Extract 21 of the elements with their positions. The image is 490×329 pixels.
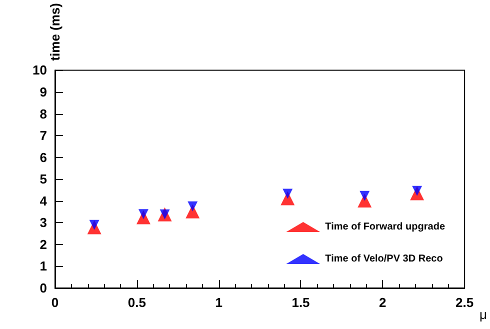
y-tick-label: 7 (40, 128, 47, 144)
y-tick-label: 5 (40, 172, 47, 187)
y-tick-label: 10 (32, 62, 47, 78)
y-tick-label: 1 (40, 258, 47, 274)
x-tick-label: 2.5 (456, 295, 474, 310)
x-tick-label: 0.5 (128, 295, 146, 310)
y-tick-label: 4 (40, 193, 48, 208)
y-tick-label: 2 (40, 236, 47, 252)
y-axis-title: time (ms) (48, 3, 62, 61)
y-tick-label: 8 (40, 106, 47, 122)
y-tick-label: 3 (40, 215, 47, 230)
y-tick-label: 9 (40, 84, 47, 100)
y-tick-label: 0 (40, 280, 47, 296)
x-axis-title: μ (480, 307, 487, 322)
x-tick-label: 2 (379, 295, 386, 310)
x-tick-label: 0 (51, 295, 59, 310)
x-tick-label: 1.5 (292, 295, 310, 310)
legend-label: Time of Velo/PV 3D Reco (325, 254, 443, 264)
legend-label: Time of Forward upgrade (325, 222, 446, 232)
x-tick-label: 1 (215, 295, 222, 310)
y-tick-label: 6 (40, 150, 47, 165)
